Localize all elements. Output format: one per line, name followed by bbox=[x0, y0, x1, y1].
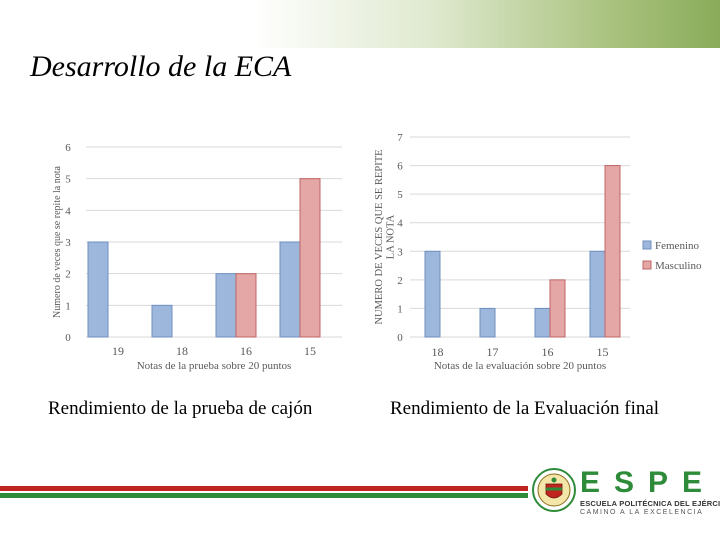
bar-series-1 bbox=[424, 250, 441, 338]
y-axis-label-line: NUMERO DE VECES QUE SE REPITE bbox=[374, 149, 385, 324]
y-tick-label: 1 bbox=[397, 303, 403, 315]
slide-title: Desarrollo de la ECA bbox=[30, 50, 292, 83]
x-axis-label: Notas de la evaluación sobre 20 puntos bbox=[434, 360, 606, 372]
bar-series-2 bbox=[604, 165, 621, 338]
legend-label: Masculino bbox=[655, 260, 702, 272]
bar-series-2 bbox=[299, 178, 321, 338]
footer-stripe-red bbox=[0, 486, 528, 491]
espe-logo-subtitle: ESCUELA POLITÉCNICA DEL EJÉRCITO bbox=[580, 499, 720, 508]
x-tick-label: 19 bbox=[112, 344, 124, 358]
y-tick-label: 7 bbox=[397, 132, 403, 144]
y-tick-label: 1 bbox=[65, 300, 71, 312]
footer-stripes bbox=[0, 486, 528, 500]
y-tick-label: 5 bbox=[397, 189, 403, 201]
bar-series-2 bbox=[549, 279, 566, 338]
footer-stripe-green bbox=[0, 493, 528, 498]
top-gradient-bar bbox=[0, 0, 720, 48]
y-tick-label: 0 bbox=[397, 332, 403, 344]
y-tick-label: 4 bbox=[397, 218, 403, 230]
bar-series-1 bbox=[534, 307, 551, 338]
y-tick-label: 2 bbox=[397, 275, 403, 287]
espe-logo-motto: CAMINO A LA EXCELENCIA bbox=[580, 509, 704, 516]
espe-logo-text: ESPE bbox=[580, 466, 717, 499]
x-tick-label: 17 bbox=[487, 345, 499, 359]
y-axis-label: Numero de veces que se repite la nota bbox=[52, 166, 63, 318]
caption-right: Rendimiento de la Evaluación final bbox=[390, 398, 660, 419]
x-tick-label: 18 bbox=[432, 345, 444, 359]
x-tick-label: 15 bbox=[597, 345, 609, 359]
x-tick-label: 18 bbox=[176, 344, 188, 358]
bar-series-1 bbox=[151, 304, 173, 338]
y-tick-label: 6 bbox=[397, 161, 403, 173]
x-tick-label: 16 bbox=[240, 344, 252, 358]
y-tick-label: 5 bbox=[65, 174, 71, 186]
x-tick-label: 15 bbox=[304, 344, 316, 358]
y-tick-label: 3 bbox=[65, 237, 71, 249]
bar-series-1 bbox=[479, 307, 496, 338]
y-tick-label: 2 bbox=[65, 269, 71, 281]
espe-seal-icon bbox=[532, 468, 576, 512]
legend-swatch bbox=[642, 240, 652, 250]
y-tick-label: 0 bbox=[65, 332, 71, 344]
y-tick-label: 3 bbox=[397, 246, 403, 258]
y-axis-label-line: LA NOTA bbox=[386, 214, 397, 259]
y-tick-label: 6 bbox=[65, 142, 71, 154]
x-tick-label: 16 bbox=[542, 345, 554, 359]
legend-label: Femenino bbox=[655, 240, 699, 252]
y-axis-label: NUMERO DE VECES QUE SE REPITELA NOTA bbox=[374, 149, 397, 324]
bar-series-1 bbox=[589, 250, 606, 338]
caption-left: Rendimiento de la prueba de cajón bbox=[48, 398, 313, 419]
chart-prueba-cajon: 0 1 2 3 4 5 6 19 18 16 15 Notas de la prueba sobre … bbox=[52, 142, 342, 372]
bar-series-1 bbox=[87, 241, 109, 338]
x-axis-label: Notas de la prueba sobre 20 puntos bbox=[137, 360, 292, 372]
bar-series-2 bbox=[235, 273, 257, 338]
legend-swatch bbox=[642, 260, 652, 270]
y-tick-label: 4 bbox=[65, 205, 71, 217]
espe-logo: ESPE ESCUELA POLITÉCNICA DEL EJÉRCITO CA… bbox=[532, 466, 720, 524]
